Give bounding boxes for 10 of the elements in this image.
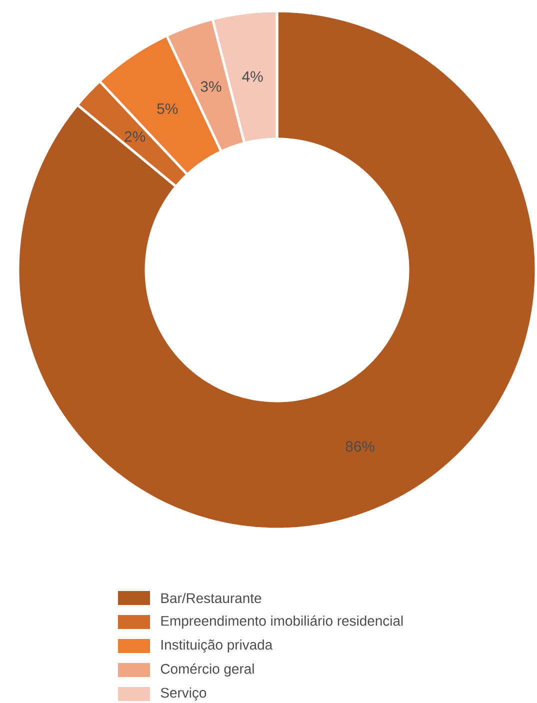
legend-label: Serviço — [160, 687, 206, 701]
legend-label: Empreendimento imobiliário residencial — [161, 615, 403, 629]
data-label: 3% — [200, 81, 222, 92]
data-label: 4% — [242, 71, 263, 82]
data-label: 86% — [346, 441, 374, 452]
data-label: 5% — [157, 103, 178, 114]
legend-label: Comércio geral — [160, 663, 254, 677]
legend-label: Instituição privada — [161, 639, 272, 653]
legend-label: Bar/Restaurante — [161, 592, 262, 604]
data-label: 2% — [124, 131, 145, 142]
